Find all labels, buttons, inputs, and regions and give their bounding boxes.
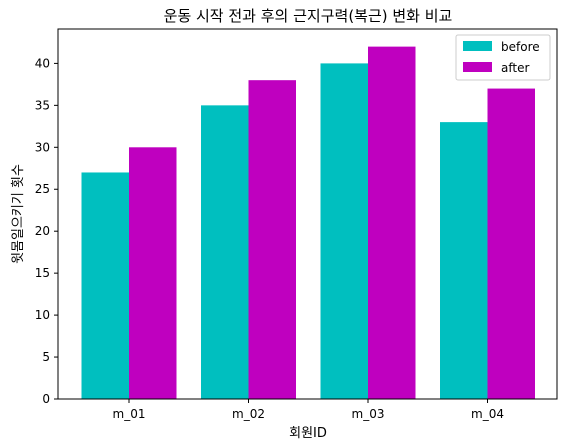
- legend-label-before: before: [501, 40, 540, 54]
- bar-before-m_01: [81, 172, 129, 399]
- y-ticks: 0 5 10 15 20 25 30 35 40: [35, 56, 58, 406]
- y-tick-label: 25: [35, 182, 50, 196]
- bar-after-m_04: [487, 88, 535, 400]
- y-tick-label: 5: [42, 350, 50, 364]
- bar-before-m_02: [201, 105, 249, 399]
- legend-swatch-after: [463, 62, 492, 72]
- y-tick-label: 20: [35, 224, 50, 238]
- x-tick-label-m_02: m_02: [232, 407, 265, 421]
- chart-title: 운동 시작 전과 후의 근지구력(복근) 변화 비교: [164, 7, 453, 25]
- x-axis-title: 회원ID: [289, 426, 327, 441]
- legend-label-after: after: [501, 61, 529, 75]
- bar-before-m_04: [440, 122, 488, 400]
- legend-swatch-before: [463, 41, 492, 51]
- x-tick-label-m_03: m_03: [352, 407, 385, 421]
- x-ticks: m_01 m_02 m_03 m_04: [113, 399, 504, 421]
- bar-after-m_02: [248, 80, 296, 399]
- y-tick-label: 35: [35, 98, 50, 112]
- x-tick-label-m_04: m_04: [471, 407, 504, 421]
- y-tick-label: 40: [35, 56, 50, 70]
- bar-before-m_03: [320, 63, 368, 399]
- plot-frame: [57, 28, 558, 400]
- bars-group: [81, 46, 535, 400]
- y-axis-title: 윗몸일으키기 횟수: [11, 164, 26, 264]
- bar-after-m_03: [368, 46, 416, 399]
- y-tick-label: 30: [35, 140, 50, 154]
- x-tick-label-m_01: m_01: [113, 407, 146, 421]
- y-tick-label: 10: [35, 308, 50, 322]
- bar-after-m_01: [129, 147, 177, 399]
- y-tick-label: 15: [35, 266, 50, 280]
- legend: before after: [455, 34, 551, 81]
- y-tick-label: 0: [42, 392, 50, 406]
